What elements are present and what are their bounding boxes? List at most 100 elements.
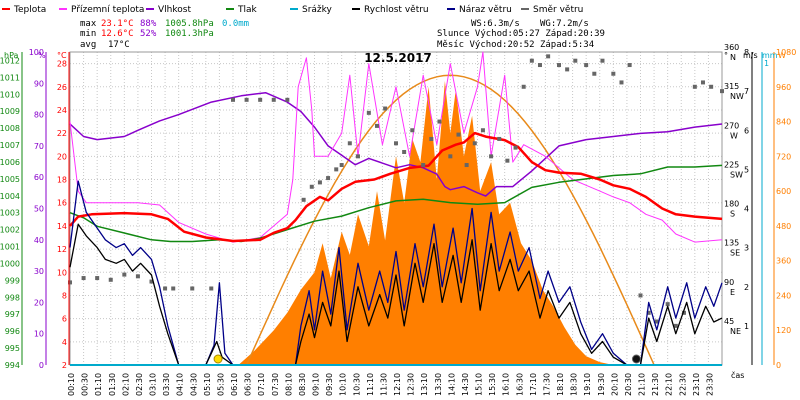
- stats-max-pressure: 1005.8hPa: [165, 19, 214, 29]
- time-tick-label: 09:30: [325, 373, 334, 396]
- humidity-unit-label: %: [38, 51, 46, 60]
- humidity-tick-label: 50: [34, 205, 44, 214]
- time-tick-label: 02:30: [135, 373, 144, 396]
- series-wind-direction-point: [339, 163, 344, 168]
- time-tick-label: 15:30: [488, 373, 497, 396]
- direction-name-label: NE: [730, 327, 741, 336]
- humidity-tick-label: 100: [29, 48, 44, 57]
- wind-tick-label: 6: [744, 126, 749, 135]
- series-wind-direction-point: [244, 97, 249, 102]
- series-wind-direction-point: [122, 272, 127, 277]
- direction-name-label: S: [730, 210, 735, 219]
- solar-tick-label: 120: [776, 326, 791, 335]
- time-tick-label: 11:10: [366, 373, 375, 396]
- time-tick-label: 22:30: [678, 373, 687, 396]
- temperature-tick-label: 2: [62, 361, 67, 370]
- series-wind-speed-line: [69, 223, 723, 366]
- humidity-tick-label: 40: [34, 236, 44, 245]
- time-tick-label: 05:30: [216, 373, 225, 396]
- series-wind-direction-point: [720, 89, 724, 94]
- stats-min-label: min: [80, 29, 96, 39]
- series-wind-direction-point: [95, 276, 100, 281]
- series-wind-direction-point: [326, 176, 331, 181]
- rain-unit-label: mm: [762, 51, 778, 60]
- series-wind-direction-point: [68, 280, 72, 285]
- series-wind-direction-point: [437, 119, 442, 124]
- legend-item-label: Tlak: [237, 5, 258, 15]
- direction-tick-label: 315: [724, 82, 739, 91]
- series-wind-direction-point: [497, 136, 502, 141]
- time-tick-label: 23:10: [692, 373, 701, 396]
- humidity-tick-label: 30: [34, 267, 44, 276]
- chart-title: 12.5.2017: [364, 51, 432, 65]
- time-tick-label: 08:10: [284, 373, 293, 396]
- time-tick-label: 00:30: [81, 373, 90, 396]
- series-wind-direction-point: [600, 58, 605, 63]
- series-humidity-line: [69, 91, 723, 197]
- temperature-tick-label: 24: [57, 106, 67, 115]
- legend-item-label: Srážky: [302, 5, 333, 15]
- temperature-tick-label: 26: [57, 83, 67, 92]
- series-wind-direction-point: [317, 180, 322, 185]
- series-wind-direction-point: [456, 132, 461, 137]
- wind-tick-label: 3: [744, 244, 749, 253]
- series-wind-direction-point: [81, 276, 86, 281]
- time-tick-label: 21:30: [651, 373, 660, 396]
- wind-tick-label: 8: [744, 48, 749, 57]
- temperature-tick-label: 6: [62, 315, 67, 324]
- direction-unit-label: °: [724, 51, 728, 60]
- solar-tick-label: 600: [776, 187, 791, 196]
- time-tick-label: 06:10: [230, 373, 239, 396]
- time-tick-label: 20:30: [624, 373, 633, 396]
- pressure-tick-label: 995: [5, 344, 20, 353]
- series-wind-direction-point: [654, 319, 659, 324]
- wind-speed-stat: WS:6.3m/s: [471, 19, 520, 29]
- solar-tick-label: 960: [776, 83, 791, 92]
- time-tick-label: 18:10: [556, 373, 565, 396]
- humidity-tick-label: 20: [34, 298, 44, 307]
- series-wind-direction-point: [521, 84, 526, 89]
- time-tick-label: 01:30: [108, 373, 117, 396]
- series-wind-direction-point: [231, 97, 235, 102]
- pressure-tick-label: 999: [5, 276, 20, 285]
- stats-max-label: max: [80, 19, 97, 29]
- wind-gust-stat: WG:7.2m/s: [540, 19, 589, 29]
- stats-avg-label: avg: [80, 40, 96, 50]
- time-tick-label: 01:10: [94, 373, 103, 396]
- time-tick-label: 12:30: [407, 373, 416, 396]
- series-wind-direction-point: [584, 63, 589, 68]
- series-wind-direction-point: [537, 63, 542, 68]
- temperature-tick-label: 22: [57, 129, 67, 138]
- series-wind-direction-point: [258, 97, 263, 102]
- pressure-tick-label: 1006: [0, 158, 20, 167]
- series-wind-direction-point: [347, 141, 352, 146]
- time-tick-label: 14:30: [461, 373, 470, 396]
- series-wind-direction-point: [108, 277, 113, 282]
- humidity-tick-label: 10: [34, 330, 44, 339]
- stats-min-pressure: 1001.3hPa: [165, 29, 214, 39]
- legend-item-label: Teplota: [13, 5, 46, 15]
- solar-tick-label: 840: [776, 118, 791, 127]
- time-tick-label: 17:30: [542, 373, 551, 396]
- pressure-tick-label: 996: [5, 327, 20, 336]
- theoretical-solar-line: [245, 74, 655, 366]
- direction-name-label: E: [730, 288, 735, 297]
- stats-rain-total: 0.0mm: [222, 19, 249, 29]
- time-tick-label: 13:30: [434, 373, 443, 396]
- series-wind-direction-point: [448, 154, 453, 159]
- pressure-tick-label: 1005: [0, 175, 20, 184]
- series-wind-direction-point: [673, 323, 678, 328]
- series-pressure-line: [69, 164, 723, 243]
- time-tick-label: 12:10: [393, 373, 402, 396]
- sun-times: Slunce Východ:05:27 Západ:20:39: [437, 29, 605, 39]
- series-wind-direction-point: [557, 63, 561, 68]
- pressure-tick-label: 1012: [0, 56, 20, 65]
- direction-tick-label: 180: [724, 200, 739, 209]
- time-tick-label: 06:30: [244, 373, 253, 396]
- solar-tick-label: 0: [776, 361, 781, 370]
- stats-avg-temperature: 17°C: [108, 40, 130, 50]
- series-wind-direction-point: [529, 58, 534, 63]
- series-wind-direction-point: [489, 154, 494, 159]
- time-tick-label: 19:10: [583, 373, 592, 396]
